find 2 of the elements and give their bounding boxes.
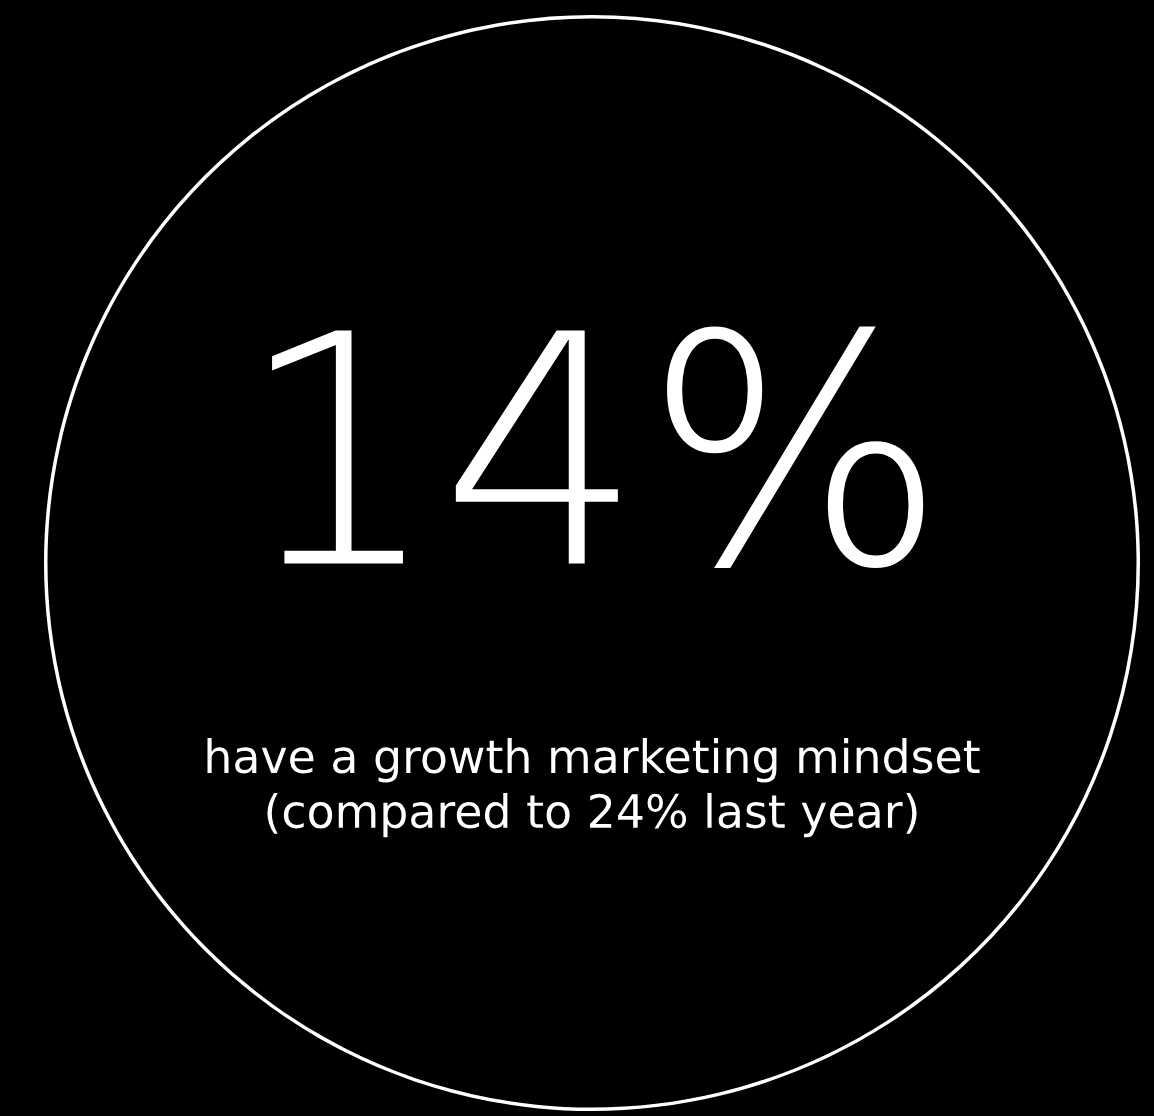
- text: have a growth marketing mindset (compared to 24% last year): [207, 738, 980, 838]
- data-label: 14%: [272, 326, 924, 569]
